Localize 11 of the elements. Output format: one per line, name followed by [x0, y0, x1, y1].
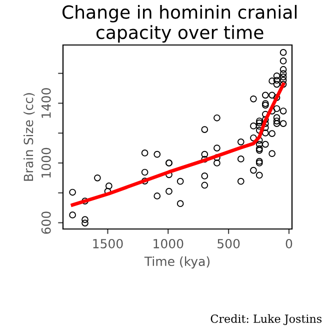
y-axis-title: Brain Size (cc): [24, 93, 35, 181]
x-axis-title: Time (kya): [144, 256, 210, 268]
x-tick-label: 500: [218, 238, 240, 248]
x-tick-label: 1500: [93, 238, 123, 248]
y-tick-label: 1000: [41, 148, 51, 178]
y-tick-label: 600: [41, 212, 51, 234]
chart-title: Change in hominin cranial capacity over time: [62, 4, 297, 43]
text: Credit: Luke Jostins: [210, 314, 322, 326]
x-tick-label: 1000: [154, 238, 184, 248]
y-tick-label: 1400: [41, 88, 51, 118]
x-tick-label: 0: [286, 238, 292, 248]
